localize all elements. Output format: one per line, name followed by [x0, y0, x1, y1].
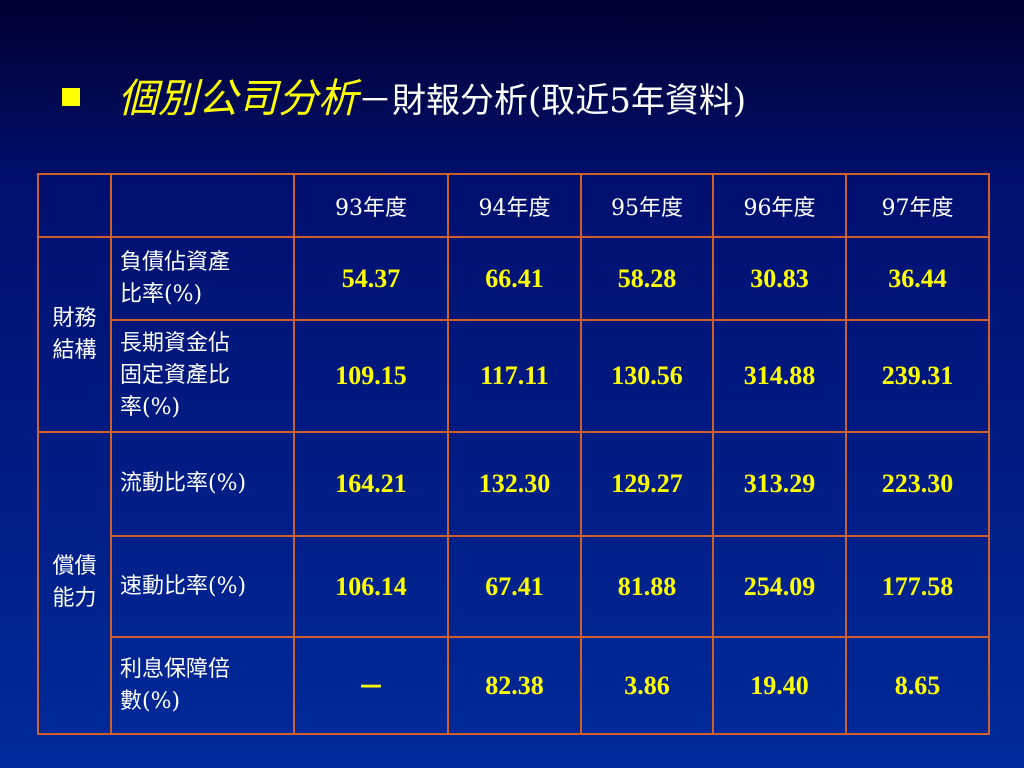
- row-label: 負債佔資產 比率(%): [110, 236, 295, 321]
- data-row: 利息保障倍 數(%) － 82.38 3.86 19.40 8.65: [38, 636, 990, 735]
- row-label: 速動比率(%): [110, 535, 295, 638]
- row-label: 利息保障倍 數(%): [110, 636, 295, 735]
- value-cell: 164.21: [293, 431, 449, 537]
- column-header: 94年度: [447, 173, 582, 238]
- title-sub: －財報分析(取近5年資料): [358, 81, 747, 121]
- row-label: 長期資金佔 固定資產比 率(%): [110, 319, 295, 433]
- value-cell: 19.40: [712, 636, 847, 735]
- value-cell: 117.11: [447, 319, 582, 433]
- header-row: 93年度 94年度 95年度 96年度 97年度: [37, 173, 990, 238]
- value-cell: 313.29: [712, 431, 847, 537]
- value-cell: 177.58: [845, 535, 990, 638]
- column-header: 95年度: [580, 173, 714, 238]
- value-cell: 239.31: [845, 319, 990, 433]
- value-cell: 81.88: [580, 535, 714, 638]
- value-cell: 54.37: [293, 236, 449, 321]
- value-cell: 3.86: [580, 636, 714, 735]
- data-row: 財務結構 負債佔資產 比率(%) 54.37 66.41 58.28 30.83 36.44: [37, 236, 990, 433]
- value-cell: 109.15: [293, 319, 449, 433]
- value-cell: 132.30: [447, 431, 582, 537]
- value-cell: 223.30: [845, 431, 990, 537]
- value-cell: 36.44: [845, 236, 990, 321]
- value-cell: 82.38: [447, 636, 582, 735]
- corner-cell: [37, 173, 112, 238]
- title: 個別公司分析－財報分析(取近5年資料): [118, 66, 746, 124]
- corner-cell: [110, 173, 295, 238]
- value-cell: 314.88: [712, 319, 847, 433]
- bullet: [62, 88, 80, 106]
- data-row: 償債能力 流動比率(%) 164.21 132.30 129.27 313.29 223.3…: [37, 431, 990, 735]
- group-label: 償債能力: [37, 431, 112, 735]
- value-cell: 129.27: [580, 431, 714, 537]
- value-cell: 30.83: [712, 236, 847, 321]
- column-header: 97年度: [845, 173, 990, 238]
- value-cell: 8.65: [845, 636, 990, 735]
- data-row: 速動比率(%) 106.14 67.41 81.88 254.09 177.58: [38, 535, 990, 638]
- value-cell: 106.14: [293, 535, 449, 638]
- data-row: 長期資金佔 固定資產比 率(%) 109.15 117.11 130.56 314.88…: [38, 319, 990, 433]
- value-cell: 66.41: [447, 236, 582, 321]
- value-cell: 130.56: [580, 319, 714, 433]
- value-cell: 58.28: [580, 236, 714, 321]
- column-header: 93年度: [293, 173, 449, 238]
- row-label: 流動比率(%): [110, 431, 295, 537]
- value-cell: 254.09: [712, 535, 847, 638]
- column-header: 96年度: [712, 173, 847, 238]
- value-cell: 67.41: [447, 535, 582, 638]
- value-cell: －: [293, 636, 449, 735]
- title-main: 個別公司分析: [118, 76, 358, 122]
- data-table: 93年度 94年度 95年度 96年度 97年度 財務結構 負債佔資產 比率(%) 54.37…: [37, 173, 990, 735]
- group-label: 財務結構: [37, 236, 112, 433]
